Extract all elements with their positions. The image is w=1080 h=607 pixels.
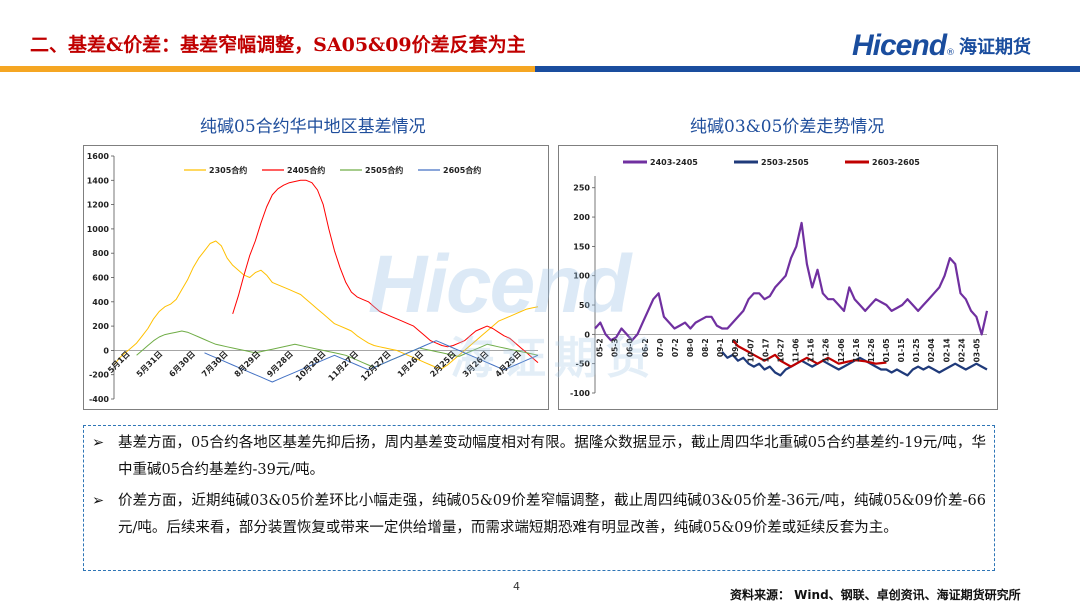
y-tick-label: 150 <box>573 242 590 251</box>
legend-label: 2505合约 <box>365 165 403 175</box>
y-tick-label: 100 <box>573 272 590 281</box>
spread-chart: -100 -50 0 50 100 150 200 250 05-2 05-3 06-0 06-2 07… <box>570 158 989 398</box>
y-tick-label: 600 <box>92 274 109 283</box>
x-tick-label: 07-0 <box>656 338 665 357</box>
page-number: 4 <box>513 580 520 593</box>
y-tick-label: 1000 <box>87 225 110 234</box>
x-tick-label: 2月25日 <box>428 349 457 378</box>
x-tick-label: 10-27 <box>776 338 785 362</box>
bullet-text: 价差方面，近期纯碱03&05价差环比小幅走强，纯碱05&09价差窄幅调整，截止周… <box>118 493 986 536</box>
x-tick-label: 09-1 <box>716 338 725 357</box>
legend-label: 2503-2505 <box>761 158 809 167</box>
x-tick-label: 12-16 <box>852 338 861 362</box>
x-tick-label: 11-16 <box>807 338 816 362</box>
x-tick-label: 5月31日 <box>135 349 164 378</box>
basis-chart-frame: -400 -200 0 200 400 600 800 1000 1200 1400 1600 5月1… <box>83 145 549 410</box>
page-title: 二、基差&价差：基差窄幅调整，SA05&09价差反套为主 <box>30 34 526 56</box>
x-tick-label: 06-0 <box>626 338 635 357</box>
x-tick-label: 08-2 <box>701 338 710 357</box>
series-line-2305合约 <box>113 240 539 370</box>
y-tick-label: 800 <box>92 249 109 258</box>
x-tick-label: 10月28日 <box>294 349 327 382</box>
y-tick-label: -50 <box>576 360 591 369</box>
x-tick-label: 02-04 <box>927 338 936 362</box>
x-tick-label: 06-2 <box>641 338 650 357</box>
series-line-2505合约 <box>136 330 539 368</box>
x-tick-label: 01-15 <box>897 338 906 362</box>
source-note: 资料来源： Wind、钢联、卓创资讯、海证期货研究所 <box>730 588 1021 602</box>
x-tick-label: 01-25 <box>912 338 921 362</box>
legend-label: 2405合约 <box>287 165 325 175</box>
x-tick-label: 8月29日 <box>233 349 262 378</box>
y-tick-label: 400 <box>92 298 109 307</box>
y-tick-label: 200 <box>92 322 109 331</box>
series-line-2403-2405 <box>594 221 989 342</box>
header-stripe-orange <box>0 66 535 72</box>
x-tick-label: 5月1日 <box>106 349 132 375</box>
x-tick-label: 09-2 <box>731 338 740 357</box>
y-tick-label: 200 <box>573 213 590 222</box>
series-line-2603-2605 <box>731 339 887 368</box>
x-tick-label: 7月30日 <box>200 349 229 378</box>
y-tick-label: 250 <box>573 184 590 193</box>
y-tick-label: 0 <box>584 330 590 339</box>
spread-chart-frame: -100 -50 0 50 100 150 200 250 05-2 05-3 06-0 06-2 07… <box>558 145 998 410</box>
legend-label: 2605合约 <box>443 165 481 175</box>
y-tick-label: 1400 <box>87 176 110 185</box>
bullet-basis: ➢ 基差方面，05合约各地区基差先抑后扬，周内基差变动幅度相对有限。据隆众数据显… <box>92 430 986 484</box>
bullet-text: 基差方面，05合约各地区基差先抑后扬，周内基差变动幅度相对有限。据隆众数据显示，… <box>118 435 986 478</box>
x-tick-label: 10-07 <box>746 338 755 362</box>
x-tick-label: 05-3 <box>611 338 620 357</box>
y-tick-label: 50 <box>579 301 591 310</box>
right-chart-title: 纯碱03&05价差走势情况 <box>690 117 885 137</box>
x-tick-label: 10-17 <box>761 338 770 362</box>
x-tick-label: 1月26日 <box>396 349 425 378</box>
series-line-2605合约 <box>204 340 539 383</box>
legend-label: 2305合约 <box>209 165 247 175</box>
logo-wordmark: Hicend <box>852 29 947 62</box>
bullet-spread: ➢ 价差方面，近期纯碱03&05价差环比小幅走强，纯碱05&09价差窄幅调整，截… <box>92 488 986 542</box>
legend-label: 2603-2605 <box>872 158 920 167</box>
x-tick-label: 12-06 <box>837 338 846 362</box>
x-tick-label: 11-26 <box>822 338 831 362</box>
y-tick-label: -200 <box>89 371 109 380</box>
x-tick-label: 02-14 <box>942 338 951 362</box>
x-tick-label: 12月27日 <box>359 349 392 382</box>
series-line-2405合约 <box>232 179 539 363</box>
legend-label: 2403-2405 <box>650 158 698 167</box>
x-tick-label: 02-24 <box>957 338 966 362</box>
logo-registered-mark: ® <box>946 48 956 58</box>
y-tick-label: -100 <box>570 389 590 398</box>
y-tick-label: 1600 <box>87 152 110 161</box>
x-tick-label: 4月25日 <box>494 349 523 378</box>
logo-chinese-name: 海证期货 <box>959 37 1032 58</box>
x-tick-label: 03-05 <box>972 338 981 362</box>
x-tick-label: 08-0 <box>686 338 695 357</box>
commentary-box: ➢ 基差方面，05合约各地区基差先抑后扬，周内基差变动幅度相对有限。据隆众数据显… <box>83 425 995 571</box>
x-tick-label: 11-06 <box>792 338 801 362</box>
x-tick-label: 12-26 <box>867 338 876 362</box>
y-tick-label: 1200 <box>87 201 110 210</box>
left-chart-title: 纯碱05合约华中地区基差情况 <box>200 117 426 137</box>
company-logo: Hicend ® 海证期货 <box>852 26 1031 66</box>
bullet-arrow-icon: ➢ <box>92 435 105 451</box>
x-tick-label: 6月30日 <box>167 349 196 378</box>
bullet-arrow-icon: ➢ <box>92 493 105 509</box>
header-stripe-blue <box>535 66 1080 72</box>
x-tick-label: 05-2 <box>596 338 605 357</box>
x-tick-label: 01-05 <box>882 338 891 362</box>
y-tick-label: 0 <box>103 346 109 355</box>
x-tick-label: 07-2 <box>671 338 680 357</box>
basis-chart: -400 -200 0 200 400 600 800 1000 1200 1400 1600 5月1… <box>87 152 539 404</box>
y-tick-label: -400 <box>89 395 109 404</box>
